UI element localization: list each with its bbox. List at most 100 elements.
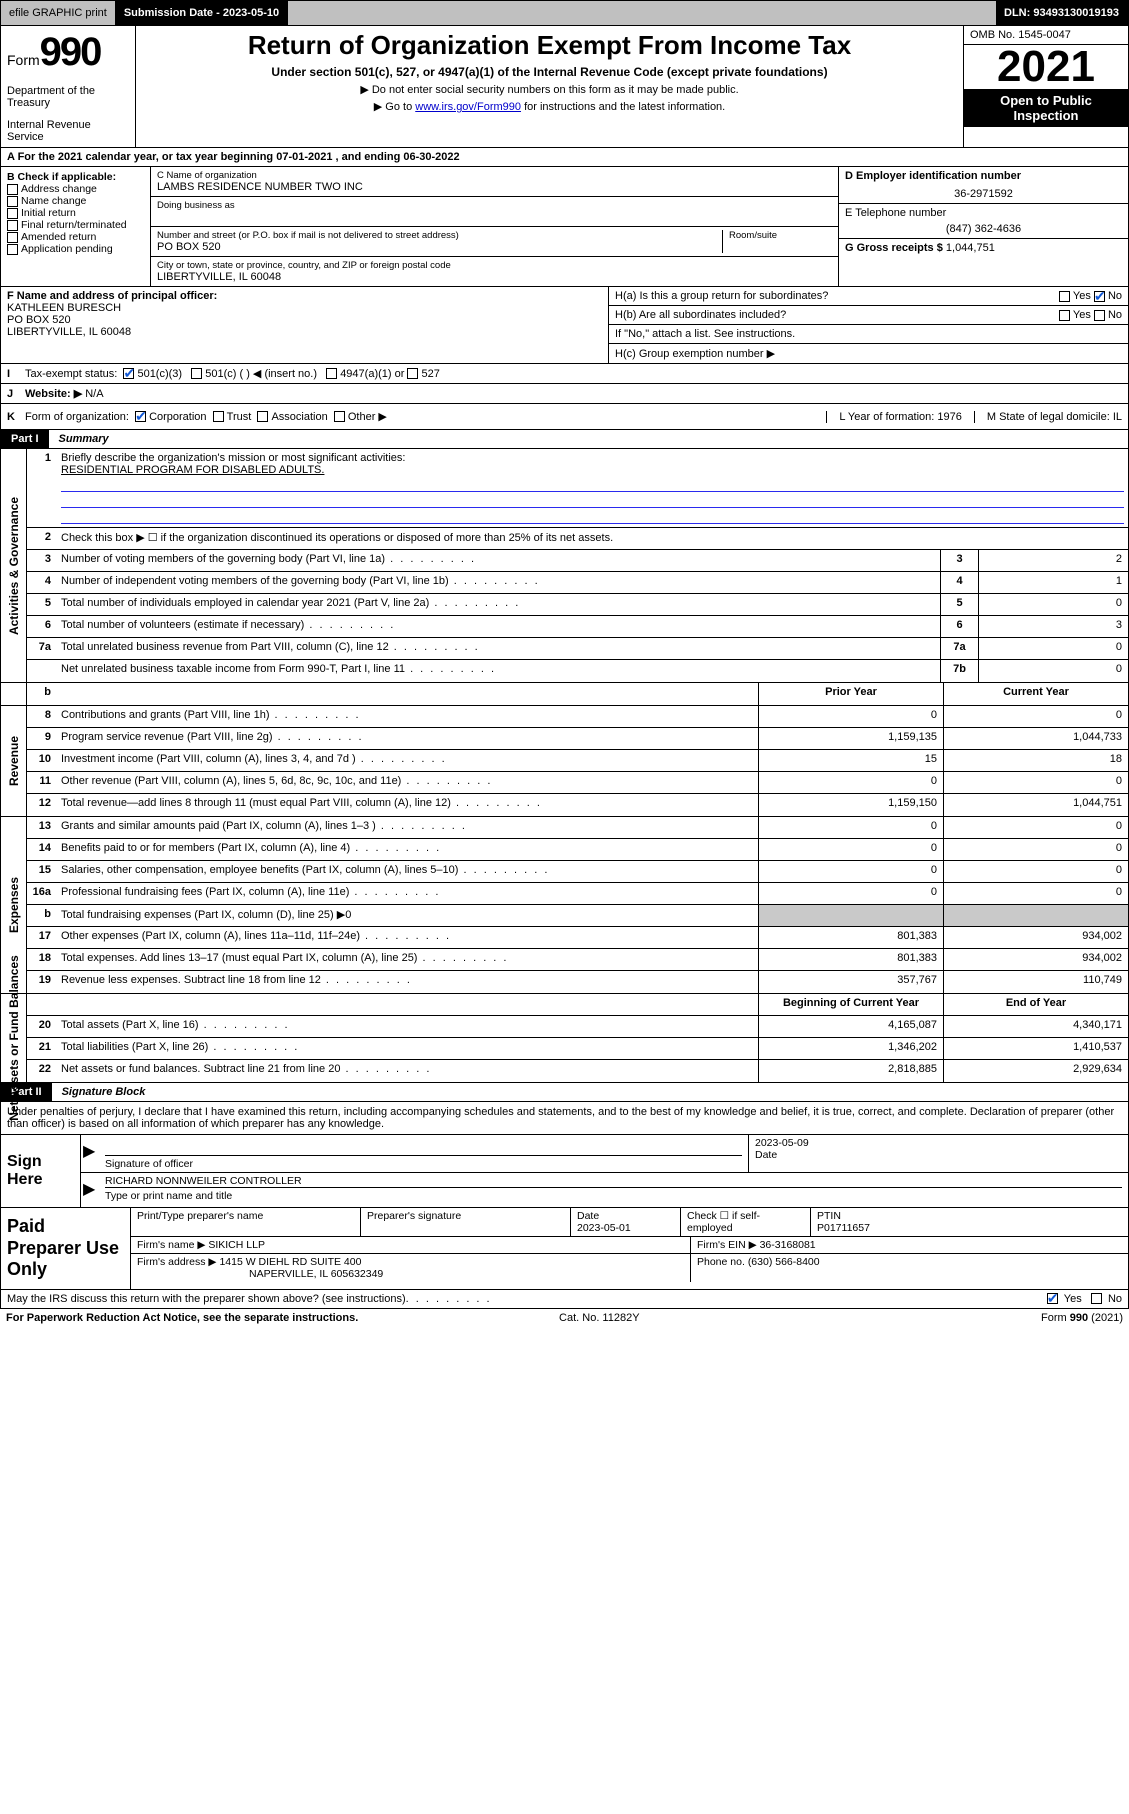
expenses-section: Expenses 13Grants and similar amounts pa… — [0, 817, 1129, 994]
row-desc: Total fundraising expenses (Part IX, col… — [57, 905, 758, 926]
firm-addr-l: Firm's address ▶ — [137, 1256, 217, 1268]
row-num: b — [27, 905, 57, 926]
row-num: 19 — [27, 971, 57, 993]
table-row: 8Contributions and grants (Part VIII, li… — [27, 706, 1128, 728]
discuss-yes[interactable] — [1047, 1293, 1058, 1304]
revenue-section: Revenue 8Contributions and grants (Part … — [0, 706, 1129, 817]
ein-label: D Employer identification number — [845, 170, 1122, 182]
row-num: 11 — [27, 772, 57, 793]
row-num: 14 — [27, 839, 57, 860]
hb-no[interactable] — [1094, 310, 1105, 321]
j-website: J Website: ▶ N/A — [0, 384, 1129, 404]
irs-link[interactable]: www.irs.gov/Form990 — [415, 101, 521, 113]
cb-initial-return[interactable]: Initial return — [7, 207, 144, 219]
row-val: 2 — [978, 550, 1128, 571]
row-desc: Total unrelated business revenue from Pa… — [57, 638, 940, 659]
title-block: Return of Organization Exempt From Incom… — [136, 26, 963, 147]
row-num: 2 — [27, 528, 57, 549]
cur-val: 0 — [943, 772, 1128, 793]
cur-val: 934,002 — [943, 949, 1128, 970]
prior-val: 1,159,135 — [758, 728, 943, 749]
mission-cell: Briefly describe the organization's miss… — [57, 449, 1128, 527]
paid-preparer-block: Paid Preparer Use Only Print/Type prepar… — [0, 1208, 1129, 1290]
row-desc: Other expenses (Part IX, column (A), lin… — [57, 927, 758, 948]
ha-yes[interactable] — [1059, 291, 1070, 302]
right-info: D Employer identification number 36-2971… — [838, 167, 1128, 286]
irs-discuss-row: May the IRS discuss this return with the… — [0, 1290, 1129, 1309]
cb-name-change[interactable]: Name change — [7, 195, 144, 207]
cb-501c3[interactable] — [123, 368, 134, 379]
row-desc: Total liabilities (Part X, line 26) — [57, 1038, 758, 1059]
arrow-icon: ▶ — [81, 1135, 99, 1172]
cb-4947[interactable] — [326, 368, 337, 379]
cur-val: 0 — [943, 839, 1128, 860]
cb-address-change[interactable]: Address change — [7, 183, 144, 195]
table-row: 18Total expenses. Add lines 13–17 (must … — [27, 949, 1128, 971]
discuss-no[interactable] — [1091, 1293, 1102, 1304]
table-row: 12Total revenue—add lines 8 through 11 (… — [27, 794, 1128, 816]
fh-grid: F Name and address of principal officer:… — [0, 287, 1129, 364]
cb-assoc[interactable] — [257, 411, 268, 422]
netassets-header: Net Assets or Fund Balances Beginning of… — [0, 994, 1129, 1083]
row-num: 16a — [27, 883, 57, 904]
open-public: Open to PublicInspection — [964, 89, 1128, 127]
prep-sig-h: Preparer's signature — [361, 1208, 571, 1236]
row-desc: Program service revenue (Part VIII, line… — [57, 728, 758, 749]
revenue-vlabel: Revenue — [1, 706, 27, 816]
prior-val: 0 — [758, 706, 943, 727]
cb-527[interactable] — [407, 368, 418, 379]
irs-label: Internal Revenue Service — [7, 119, 129, 143]
form-title: Return of Organization Exempt From Incom… — [144, 30, 955, 61]
cb-final-return[interactable]: Final return/terminated — [7, 219, 144, 231]
a-tax-year: A For the 2021 calendar year, or tax yea… — [0, 148, 1129, 167]
part2-bar: Part II Signature Block — [0, 1083, 1129, 1102]
row-val: 1 — [978, 572, 1128, 593]
street: PO BOX 520 — [157, 241, 722, 253]
cur-val: 110,749 — [943, 971, 1128, 993]
cb-amended[interactable]: Amended return — [7, 231, 144, 243]
m-state: M State of legal domicile: IL — [974, 411, 1122, 423]
row-desc: Revenue less expenses. Subtract line 18 … — [57, 971, 758, 993]
hb-yes[interactable] — [1059, 310, 1070, 321]
cb-app-pending[interactable]: Application pending — [7, 243, 144, 255]
prior-val: 4,165,087 — [758, 1016, 943, 1037]
prep-name-h: Print/Type preparer's name — [131, 1208, 361, 1236]
cb-trust[interactable] — [213, 411, 224, 422]
table-row: Net unrelated business taxable income fr… — [27, 660, 1128, 682]
part1-title: Summary — [49, 430, 119, 448]
row-num: 12 — [27, 794, 57, 816]
cur-val: 0 — [943, 883, 1128, 904]
cb-501c[interactable] — [191, 368, 202, 379]
table-row: 13Grants and similar amounts paid (Part … — [27, 817, 1128, 839]
table-row: 2Check this box ▶ ☐ if the organization … — [27, 528, 1128, 550]
c-name-label: C Name of organization — [157, 170, 832, 181]
footer: For Paperwork Reduction Act Notice, see … — [0, 1309, 1129, 1327]
efile-print[interactable]: efile GRAPHIC print — [1, 1, 116, 25]
officer-street: PO BOX 520 — [7, 314, 71, 326]
part1-tag: Part I — [1, 430, 49, 448]
prior-val: 15 — [758, 750, 943, 771]
row-num — [27, 660, 57, 682]
discuss-text: May the IRS discuss this return with the… — [7, 1293, 406, 1305]
prior-val: 2,818,885 — [758, 1060, 943, 1082]
cb-other[interactable] — [334, 411, 345, 422]
row-num: 10 — [27, 750, 57, 771]
cur-val: 1,044,751 — [943, 794, 1128, 816]
table-row: bTotal fundraising expenses (Part IX, co… — [27, 905, 1128, 927]
row-refnum: 5 — [940, 594, 978, 615]
prep-selfemp[interactable]: Check ☐ if self-employed — [681, 1208, 811, 1236]
ha-no[interactable] — [1094, 291, 1105, 302]
table-row: 6Total number of volunteers (estimate if… — [27, 616, 1128, 638]
hb-note: If "No," attach a list. See instructions… — [609, 325, 1128, 344]
cur-val: 934,002 — [943, 927, 1128, 948]
phone-label: E Telephone number — [845, 207, 1122, 219]
ptin-val: P01711657 — [817, 1222, 870, 1234]
ein-value: 36-2971592 — [845, 182, 1122, 200]
cb-corp[interactable] — [135, 411, 146, 422]
cur-val: 2,929,634 — [943, 1060, 1128, 1082]
cur-val — [943, 905, 1128, 926]
row-num: 22 — [27, 1060, 57, 1082]
prior-val: 357,767 — [758, 971, 943, 993]
arrow-icon: ▶ — [81, 1173, 99, 1205]
cat-no: Cat. No. 11282Y — [559, 1312, 640, 1324]
